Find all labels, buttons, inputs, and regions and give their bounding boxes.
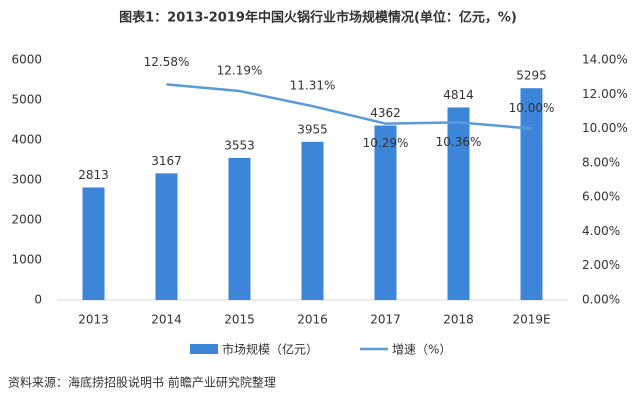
legend-label: 市场规模（亿元） <box>222 342 318 357</box>
bar-value-label: 4362 <box>370 106 401 120</box>
y2-tick-label: 8.00% <box>582 155 620 169</box>
legend-label: 增速（%） <box>392 343 451 357</box>
legend-swatch <box>190 344 218 354</box>
x-tick-label: 2018 <box>443 313 474 327</box>
y-tick-label: 1000 <box>11 253 42 267</box>
x-tick-label: 2019E <box>512 313 550 327</box>
bar <box>155 173 178 300</box>
line-value-label: 10.36% <box>436 135 482 149</box>
bar-value-label: 3955 <box>297 122 328 136</box>
bar-value-label: 5295 <box>516 69 547 83</box>
line-value-label: 11.31% <box>290 79 336 93</box>
line-value-label: 10.29% <box>363 136 409 150</box>
x-tick-label: 2013 <box>78 313 109 327</box>
bar <box>374 125 397 301</box>
x-tick-label: 2016 <box>297 313 328 327</box>
source-note: 资料来源：海底捞招股说明书 前瞻产业研究院整理 <box>8 375 276 390</box>
y2-tick-label: 4.00% <box>582 224 620 238</box>
line-value-label: 12.58% <box>144 55 190 69</box>
bar <box>447 107 470 300</box>
x-tick-label: 2017 <box>370 313 401 327</box>
bar-value-label: 2813 <box>78 168 109 182</box>
y-tick-label: 0 <box>34 293 42 307</box>
y2-tick-label: 10.00% <box>582 121 628 135</box>
line-value-label: 10.00% <box>509 101 555 115</box>
y-tick-label: 3000 <box>11 173 42 187</box>
bar <box>301 141 324 300</box>
chart-title: 图表1：2013-2019年中国火锅行业市场规模情况(单位：亿元，%) <box>119 10 517 26</box>
y-tick-label: 2000 <box>11 213 42 227</box>
x-tick-label: 2015 <box>224 313 255 327</box>
y-tick-label: 5000 <box>11 93 42 107</box>
bar-value-label: 3167 <box>151 154 182 168</box>
y2-tick-label: 0.00% <box>582 293 620 307</box>
line <box>166 83 532 130</box>
line-value-label: 12.19% <box>217 64 263 78</box>
bar <box>82 187 105 300</box>
bar <box>520 88 543 300</box>
y2-tick-label: 12.00% <box>582 87 628 101</box>
x-tick-label: 2014 <box>151 313 182 327</box>
bar <box>228 157 251 300</box>
bar-value-label: 3553 <box>224 138 255 152</box>
y2-tick-label: 6.00% <box>582 190 620 204</box>
y-tick-label: 6000 <box>11 53 42 67</box>
bar-value-label: 4814 <box>443 88 474 102</box>
y2-tick-label: 2.00% <box>582 258 620 272</box>
y2-tick-label: 14.00% <box>582 53 628 67</box>
y-tick-label: 4000 <box>11 133 42 147</box>
